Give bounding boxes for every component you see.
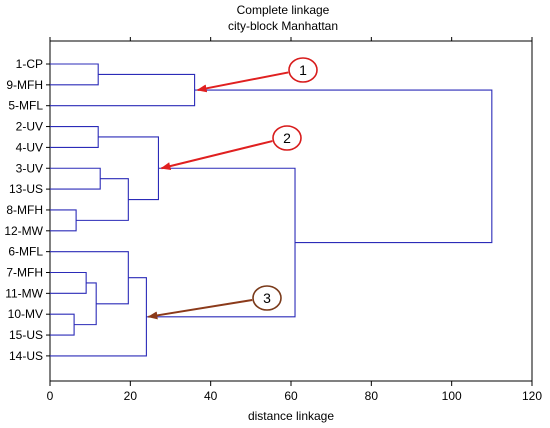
annotation-circle [288, 57, 318, 83]
x-tick-label: 80 [365, 389, 379, 403]
annotation-arrow [160, 140, 273, 170]
dendrogram-link-B [50, 73, 196, 107]
chart-subtitle: city-block Manhattan [228, 19, 338, 33]
annotation-2: 2 [160, 125, 302, 170]
x-tick-label: 20 [124, 389, 138, 403]
leaf-label: 3-UV [16, 161, 43, 175]
leaf-label: 8-MFH [6, 203, 43, 217]
leaf-label: 15-US [9, 328, 43, 342]
x-tick-label: 120 [522, 389, 542, 403]
annotation-arrow [147, 299, 253, 320]
leaf-label: 14-US [9, 349, 43, 363]
dendrogram-link-J [74, 282, 97, 326]
x-tick-label: 0 [47, 389, 54, 403]
annotation-label: 3 [263, 290, 271, 306]
leaf-labels: 1-CP 9-MFH 5-MFL 2-UV 4-UV 3-UV 13-US 8-MFH 12-M… [4, 57, 50, 363]
chart-title: Complete linkage [237, 3, 330, 17]
annotation-1: 1 [196, 57, 318, 93]
x-tick-label: 100 [442, 389, 462, 403]
x-axis: 0 20 40 60 80 100 120 [47, 37, 542, 403]
leaf-label: 13-US [9, 182, 43, 196]
dendrogram-link-A [50, 63, 99, 86]
dendrogram-link-D [50, 167, 101, 190]
dendrogram-link-F [76, 178, 129, 221]
dendrogram-tree [50, 63, 493, 357]
x-axis-label: distance linkage [248, 409, 334, 423]
leaf-label: 10-MV [8, 307, 43, 321]
annotation-circle [252, 285, 282, 311]
dendrogram-link-I [50, 313, 75, 336]
annotations: 1 2 3 [147, 57, 318, 320]
dendrogram-link-K [50, 251, 129, 305]
annotation-arrow [196, 71, 289, 93]
leaf-label: 11-MW [5, 286, 43, 300]
annotation-label: 1 [299, 62, 307, 78]
dendrogram-link-H [50, 271, 87, 294]
dendrogram-link-C [50, 126, 99, 148]
leaf-label: 12-MW [4, 224, 43, 238]
leaf-label: 9-MFH [6, 78, 43, 92]
leaf-label: 2-UV [16, 120, 43, 134]
dendrogram-link-E [50, 209, 77, 232]
leaf-label: 7-MFH [6, 266, 43, 280]
x-tick-label: 60 [284, 389, 298, 403]
annotation-circle [272, 125, 302, 151]
plot-frame [49, 40, 533, 382]
leaf-label: 4-UV [16, 140, 43, 154]
dendrogram-link-M [50, 277, 147, 357]
annotation-3: 3 [147, 285, 282, 320]
leaf-label: 6-MFL [8, 245, 43, 259]
leaf-label: 5-MFL [8, 99, 43, 113]
dendrogram-link-O [194, 89, 493, 244]
leaf-label: 1-CP [16, 57, 43, 71]
x-tick-label: 40 [204, 389, 218, 403]
annotation-label: 2 [283, 130, 291, 146]
